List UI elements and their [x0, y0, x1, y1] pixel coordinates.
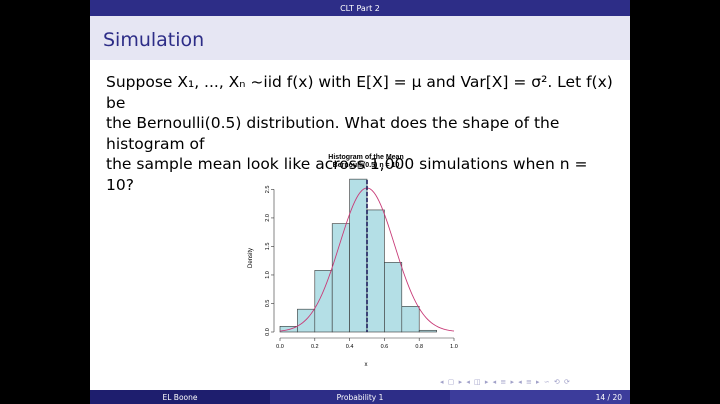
frame-title: Simulation: [103, 29, 205, 51]
chart-subtitle: Bernoulli(0.5) n = 10: [333, 162, 400, 169]
footer-page-segment: 14 / 20: [450, 390, 630, 404]
body-line-3: the sample mean look like across 1,000 s…: [106, 155, 588, 194]
body-line-1: Suppose X₁, ..., Xₙ ~iid f(x) with E[X] …: [106, 73, 613, 112]
y-axis-label: Density: [248, 248, 254, 268]
y-tick-label: 0.5: [265, 300, 271, 308]
footer-course-segment: Probability 1: [270, 390, 450, 404]
histogram-bar: [384, 262, 403, 333]
x-axis-label: x: [365, 362, 368, 368]
histogram-bar: [314, 270, 333, 333]
histogram-bar: [366, 209, 385, 333]
footer-bar: EL Boone Probability 1 14 / 20: [90, 390, 630, 404]
header-title: CLT Part 2: [340, 3, 380, 13]
y-tick-label: 2.0: [265, 214, 271, 222]
histogram-bar: [401, 306, 420, 333]
footer-page-number: 14 / 20: [595, 392, 622, 402]
y-tick-label: 1.5: [265, 243, 271, 251]
header-bar: CLT Part 2: [90, 0, 630, 16]
x-tick-label: 0.2: [311, 344, 319, 350]
histogram-chart: Histogram of the Mean Bernoulli(0.5) n =…: [248, 154, 458, 368]
histogram-bar: [418, 329, 437, 333]
x-tick-label: 0.0: [276, 344, 284, 350]
x-tick-label: 0.6: [381, 344, 389, 350]
chart-title: Histogram of the Mean: [328, 154, 403, 161]
y-tick-label: 2.5: [265, 186, 271, 194]
body-text: Suppose X₁, ..., Xₙ ~iid f(x) with E[X] …: [106, 72, 618, 195]
histogram-bar: [349, 178, 368, 333]
y-tick-label: 0.0: [265, 328, 271, 336]
body-line-2: the Bernoulli(0.5) distribution. What do…: [106, 114, 560, 153]
y-tick-label: 1.0: [265, 271, 271, 279]
x-tick-label: 1.0: [450, 344, 458, 350]
footer-author: EL Boone: [162, 392, 198, 402]
footer-author-segment: EL Boone: [90, 390, 270, 404]
slide: CLT Part 2 Simulation Suppose X₁, ..., X…: [90, 0, 630, 404]
x-tick-label: 0.4: [346, 344, 354, 350]
beamer-nav-icons[interactable]: ◂ ▢ ▸ ◂ ◫ ▸ ◂ ≡ ▸ ◂ ≡ ▸ ∽ ⟲ ⟳: [440, 378, 571, 386]
footer-course: Probability 1: [336, 392, 384, 402]
plot-area: 0.0 0.2 0.4 0.6 0.8 1.0 0.0 0.5 1.0 1.5 2.0 2.5: [265, 178, 458, 350]
frame-title-bar: Simulation: [90, 16, 630, 60]
x-tick-label: 0.8: [415, 344, 423, 350]
